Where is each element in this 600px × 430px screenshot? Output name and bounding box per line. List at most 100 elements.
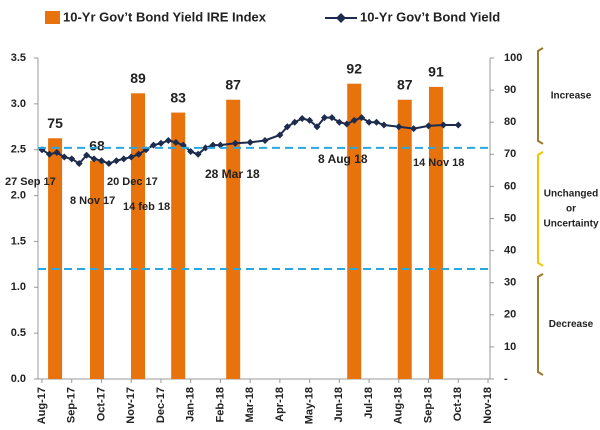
x-tick-label: Oct-18	[452, 387, 464, 421]
zone-label: Increase	[551, 91, 592, 102]
line-marker	[75, 159, 83, 167]
line-marker	[410, 125, 418, 133]
bar	[48, 138, 63, 379]
line-marker	[179, 141, 187, 149]
legend-label: 10-Yr Gov’t Bond Yield	[360, 9, 500, 24]
line-marker	[365, 118, 373, 126]
x-tick-label: Mar-18	[244, 387, 256, 422]
date-annotation: 20 Dec 17	[107, 176, 158, 188]
line-marker	[261, 137, 269, 145]
y-tick-label: 0.5	[11, 327, 26, 339]
date-annotation: 8 Aug 18	[318, 152, 368, 166]
line-marker	[335, 118, 343, 126]
bar	[428, 86, 443, 379]
bar-value-label: 83	[170, 89, 186, 105]
y-tick-label: 3.5	[11, 52, 26, 64]
line-marker	[164, 137, 172, 145]
date-annotation: 28 Mar 18	[205, 167, 260, 181]
y-tick-label: 2.0	[11, 189, 26, 201]
bar	[171, 112, 186, 379]
x-tick-label: Jul-18	[363, 387, 375, 419]
line-marker	[246, 138, 254, 146]
bar-value-label: 68	[89, 137, 105, 153]
line-marker	[283, 123, 291, 131]
line-marker	[157, 139, 165, 147]
line-marker	[127, 153, 135, 161]
bar-value-label: 92	[346, 60, 362, 76]
line-marker	[320, 114, 328, 122]
zone-label: Unchanged	[544, 189, 598, 200]
line-marker	[60, 153, 68, 161]
x-tick-label: Apr-18	[274, 387, 286, 422]
line-marker	[291, 118, 299, 126]
y2-tick-label: 40	[504, 245, 516, 257]
line-marker	[105, 159, 113, 167]
date-annotation: 27 Sep 17	[5, 176, 56, 188]
x-tick-label: Jan-18	[185, 387, 197, 422]
bar-value-label: 89	[130, 70, 146, 86]
line-marker	[439, 121, 447, 129]
line-marker	[172, 138, 180, 146]
bar-value-label: 91	[428, 64, 444, 80]
line-marker	[135, 150, 143, 158]
line-marker	[231, 139, 239, 147]
x-tick-label: Nov-17	[125, 387, 137, 424]
date-annotation: 8 Nov 17	[70, 195, 115, 207]
date-annotation: 14 Nov 18	[413, 157, 464, 169]
legend-label: 10-Yr Gov’t Bond Yield IRE Index	[63, 9, 267, 24]
line-marker	[120, 155, 128, 163]
y2-tick-label: 50	[504, 212, 516, 224]
x-tick-label: Sep-18	[422, 387, 434, 423]
x-tick-label: May-18	[304, 387, 316, 424]
line-marker	[45, 150, 53, 158]
legend-marker	[336, 13, 346, 23]
line-marker	[187, 148, 195, 156]
y-tick-label: 1.5	[11, 235, 26, 247]
x-tick-label: Aug-18	[393, 387, 405, 424]
y-tick-label: 1.0	[11, 281, 26, 293]
line-marker	[350, 116, 358, 124]
bar	[226, 99, 241, 379]
y2-tick-label: -	[504, 373, 508, 385]
bar-value-label: 87	[225, 76, 241, 92]
legend-swatch-bar	[45, 11, 60, 24]
y-tick-label: 2.5	[11, 144, 26, 156]
bar-value-label: 75	[47, 115, 63, 131]
line-marker	[395, 123, 403, 131]
zone-bracket	[537, 47, 544, 145]
line-marker	[68, 155, 76, 163]
line-marker	[313, 123, 321, 131]
y2-tick-label: 60	[504, 180, 516, 192]
line-marker	[343, 120, 351, 128]
x-tick-label: Sep-17	[66, 387, 78, 423]
zone-label: Decrease	[549, 319, 594, 330]
line-marker	[298, 115, 306, 123]
x-tick-label: Nov-18	[482, 387, 494, 424]
line-marker	[373, 118, 380, 126]
zone-bracket	[537, 151, 544, 267]
x-tick-label: Oct-17	[95, 387, 107, 421]
y2-tick-label: 70	[504, 148, 516, 160]
zone-label: Uncertainty	[543, 219, 598, 230]
y2-tick-label: 80	[504, 116, 516, 128]
line-marker	[306, 116, 314, 124]
line-marker	[53, 148, 61, 156]
line-marker	[112, 157, 120, 165]
y-tick-label: 0.0	[11, 373, 26, 385]
x-tick-label: Aug-17	[36, 387, 48, 424]
zone-label: or	[566, 204, 576, 215]
line-marker	[358, 114, 366, 122]
y2-tick-label: 90	[504, 84, 516, 96]
line-marker	[454, 121, 462, 129]
date-annotation: 14 feb 18	[123, 201, 170, 213]
x-tick-label: Feb-18	[214, 387, 226, 422]
bar	[397, 99, 412, 379]
line-marker	[380, 121, 388, 129]
x-tick-label: Dec-17	[155, 387, 167, 423]
line-marker	[209, 141, 217, 149]
y2-tick-label: 20	[504, 309, 516, 321]
line-marker	[90, 155, 98, 163]
y2-tick-label: 30	[504, 277, 516, 289]
y2-tick-label: 100	[504, 52, 522, 64]
